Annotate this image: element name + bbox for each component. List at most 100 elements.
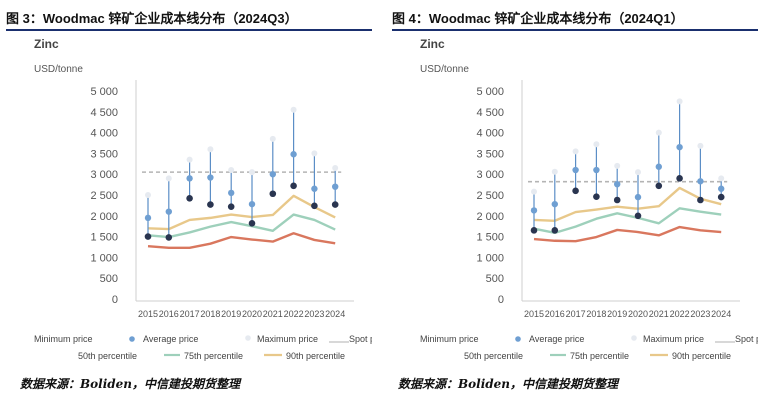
figure-4-panel: 图 4：Woodmac 锌矿企业成本线分布（2024Q1） Zinc USD/to…	[392, 0, 762, 380]
avg-price-marker	[551, 200, 558, 208]
p50-line	[533, 225, 722, 243]
x-tick-label: 2020	[242, 309, 262, 319]
y-tick-label: 2 500	[476, 190, 504, 202]
legend-min-label: Minimum price	[420, 334, 479, 344]
legend-p75-label: 75th percentile	[570, 351, 629, 361]
p75-line	[147, 213, 336, 239]
max-price-marker	[249, 169, 255, 176]
x-tick-label: 2016	[159, 309, 179, 319]
max-price-marker	[186, 156, 193, 163]
min-price-marker	[227, 203, 235, 210]
max-price-marker	[572, 148, 579, 155]
max-price-marker	[332, 164, 339, 171]
y-tick-label: 0	[112, 294, 118, 306]
legend-spot-label: Spot p	[349, 334, 372, 344]
y-tick-label: 1 000	[90, 252, 118, 264]
y-tick-label: 0	[498, 294, 504, 306]
max-price-marker	[697, 142, 704, 149]
max-price-marker	[269, 135, 276, 142]
x-tick-label: 2021	[263, 309, 283, 319]
avg-price-marker	[144, 214, 152, 222]
x-tick-label: 2018	[586, 309, 606, 319]
legend-max-swatch	[245, 335, 251, 341]
avg-price-marker	[290, 151, 297, 158]
y-tick-label: 4 500	[90, 107, 118, 119]
max-price-marker	[290, 106, 297, 113]
max-price-marker	[676, 98, 683, 105]
max-price-marker	[311, 150, 318, 157]
y-tick-label: 3 500	[476, 148, 504, 160]
y-tick-label: 4 500	[476, 107, 504, 119]
figure-3-title: 图 3：Woodmac 锌矿企业成本线分布（2024Q3）	[6, 11, 298, 26]
max-price-marker	[145, 192, 151, 198]
x-tick-label: 2024	[711, 309, 731, 319]
max-price-marker	[531, 188, 537, 195]
max-price-marker	[718, 175, 725, 182]
legend-p90-label: 90th percentile	[672, 351, 731, 361]
x-tick-label: 2022	[670, 309, 690, 319]
avg-price-marker	[248, 200, 256, 208]
max-price-marker	[655, 129, 662, 136]
figure-3-panel: 图 3：Woodmac 锌矿企业成本线分布（2024Q3） Zinc USD/to…	[6, 0, 376, 380]
min-price-marker	[290, 182, 297, 190]
avg-price-marker	[530, 207, 538, 214]
x-tick-label: 2015	[524, 309, 544, 319]
figure-4-title-rule	[392, 29, 758, 31]
avg-price-marker	[269, 171, 276, 178]
max-price-marker	[593, 141, 600, 148]
y-tick-label: 5 000	[90, 86, 118, 98]
y-tick-label: 2 000	[90, 211, 118, 223]
x-tick-label: 2023	[690, 309, 710, 319]
y-tick-label: 1 500	[90, 232, 118, 244]
avg-price-marker	[676, 143, 683, 151]
figure-3-title-rule	[6, 29, 372, 31]
max-price-marker	[207, 146, 214, 153]
legend-max-swatch	[631, 335, 637, 341]
x-tick-label: 2017	[566, 309, 586, 319]
min-price-marker	[207, 201, 214, 208]
legend-max-label: Maximum price	[643, 334, 704, 344]
x-tick-label: 2022	[284, 309, 304, 319]
legend-avg-label: Average price	[143, 334, 198, 344]
min-price-marker	[697, 196, 704, 204]
legend-avg-swatch	[129, 336, 135, 342]
x-tick-label: 2019	[607, 309, 627, 319]
figure-4-chart: Zinc USD/tonne 5 000 4 500 4 000 3 500 3 000 2 …	[420, 37, 758, 361]
legend-p50-label: 50th percentile	[78, 351, 137, 361]
avg-price-marker	[228, 189, 235, 197]
avg-price-marker	[332, 183, 339, 190]
legend-max-label: Maximum price	[257, 334, 318, 344]
min-price-marker	[551, 227, 559, 234]
avg-price-marker	[697, 178, 704, 185]
avg-price-marker	[718, 185, 725, 192]
x-tick-label: 2016	[545, 309, 565, 319]
avg-price-marker	[655, 163, 662, 170]
x-tick-label: 2018	[200, 309, 220, 319]
min-price-marker	[676, 175, 683, 182]
y-axis-unit-label: USD/tonne	[34, 64, 83, 75]
min-price-marker	[269, 190, 277, 198]
p75-line	[533, 207, 722, 235]
legend-spot-label: Spot p	[735, 334, 758, 344]
legend-avg-label: Average price	[529, 334, 584, 344]
figure-4-title: 图 4：Woodmac 锌矿企业成本线分布（2024Q1）	[392, 11, 684, 26]
y-tick-label: 500	[100, 273, 118, 285]
min-price-marker	[144, 233, 152, 240]
y-tick-label: 2 000	[476, 211, 504, 223]
min-price-marker	[634, 212, 642, 220]
x-tick-label: 2023	[304, 309, 324, 319]
y-tick-label: 3 000	[476, 169, 504, 181]
avg-price-marker	[311, 185, 318, 192]
figure-3-source: 数据来源：Boliden，中信建投期货整理	[20, 377, 241, 391]
max-price-marker	[165, 175, 172, 182]
avg-price-marker	[634, 193, 642, 201]
max-price-marker	[635, 169, 641, 176]
y-tick-label: 3 500	[90, 148, 118, 160]
avg-price-marker	[165, 208, 172, 215]
y-tick-label: 500	[486, 273, 504, 285]
chart-title: Zinc	[34, 37, 59, 51]
avg-price-marker	[186, 175, 193, 182]
min-price-marker	[572, 187, 579, 195]
x-tick-label: 2021	[649, 309, 669, 319]
x-tick-label: 2017	[180, 309, 200, 319]
